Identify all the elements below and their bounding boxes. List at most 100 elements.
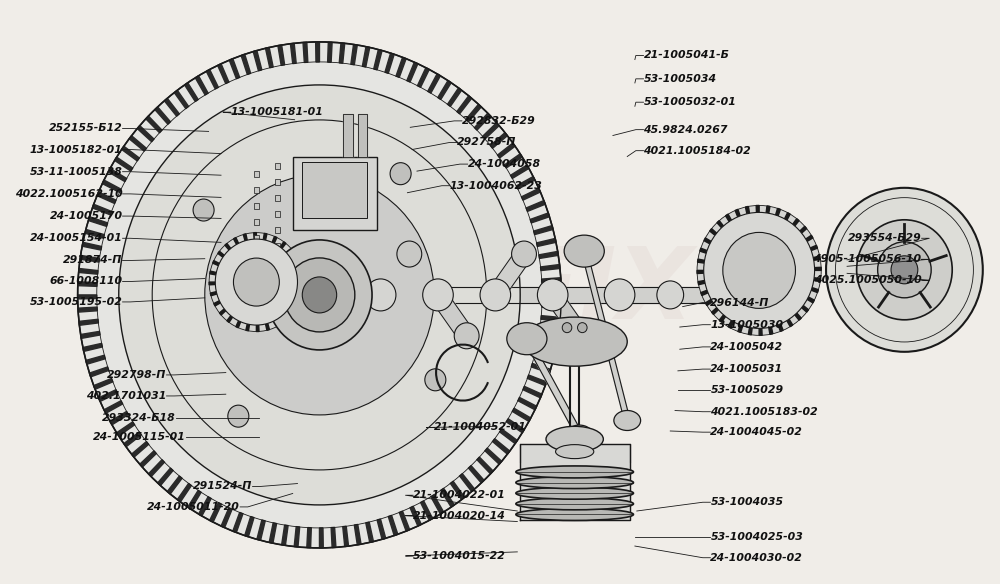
Polygon shape [280,242,286,248]
Bar [293,157,377,230]
Polygon shape [158,468,173,485]
Polygon shape [86,355,105,364]
Circle shape [826,188,983,352]
Polygon shape [234,238,239,245]
Bar [275,164,280,169]
Polygon shape [704,238,711,244]
Polygon shape [539,252,558,259]
Circle shape [302,277,337,313]
Polygon shape [155,107,170,124]
Polygon shape [221,507,232,527]
Polygon shape [297,279,304,282]
Polygon shape [246,324,250,331]
Polygon shape [289,307,295,313]
Polygon shape [735,209,740,217]
Circle shape [878,242,931,298]
Polygon shape [524,337,582,437]
Polygon shape [531,363,551,373]
Polygon shape [483,123,499,139]
Polygon shape [185,83,198,102]
Circle shape [365,279,396,311]
Ellipse shape [516,509,633,520]
Polygon shape [539,328,559,335]
Circle shape [578,322,587,333]
Polygon shape [293,298,300,304]
Polygon shape [79,319,98,325]
Text: 296144-П: 296144-П [710,297,770,308]
Text: 4021.1005183-02: 4021.1005183-02 [710,406,818,417]
Polygon shape [698,259,705,263]
Polygon shape [213,260,219,266]
Polygon shape [766,206,770,213]
Polygon shape [274,319,279,326]
Polygon shape [811,287,818,293]
Text: 24-1004058: 24-1004058 [468,159,541,169]
Polygon shape [254,232,256,239]
Polygon shape [431,495,444,514]
Circle shape [215,239,297,325]
Text: ORFIX: ORFIX [350,244,694,340]
Polygon shape [541,315,560,321]
Circle shape [537,279,568,311]
Polygon shape [80,255,100,262]
Polygon shape [490,133,507,148]
Polygon shape [287,249,293,255]
Polygon shape [438,81,451,99]
Text: 66-1008110: 66-1008110 [49,276,123,287]
Ellipse shape [516,487,633,499]
Text: 53-1005034: 53-1005034 [643,74,717,84]
Polygon shape [282,314,288,321]
Circle shape [397,241,422,267]
Text: 24-1004045-02: 24-1004045-02 [710,427,803,437]
Polygon shape [282,525,288,545]
Polygon shape [115,157,133,171]
Polygon shape [219,309,226,315]
Polygon shape [319,528,323,548]
Polygon shape [778,324,783,332]
Text: 53-1004035: 53-1004035 [710,497,784,507]
Polygon shape [466,105,481,122]
Polygon shape [485,448,502,464]
Polygon shape [146,116,162,133]
Circle shape [390,163,411,185]
Polygon shape [229,59,240,79]
Circle shape [454,323,479,349]
Polygon shape [535,352,554,360]
Polygon shape [542,304,561,308]
Polygon shape [396,57,406,78]
Polygon shape [331,527,336,548]
Polygon shape [719,315,726,322]
Polygon shape [303,42,308,62]
Polygon shape [296,269,302,273]
Circle shape [228,405,249,427]
Polygon shape [122,146,139,161]
Polygon shape [488,249,531,300]
Polygon shape [793,218,799,226]
Polygon shape [534,225,553,235]
Polygon shape [410,506,421,526]
Text: 13-1005181-01: 13-1005181-01 [231,107,323,117]
Polygon shape [339,43,345,63]
Text: 293554-Б29: 293554-Б29 [848,233,922,244]
Text: 53-1004015-22: 53-1004015-22 [413,551,506,561]
Ellipse shape [614,411,641,430]
Polygon shape [527,375,547,385]
Text: 4021.1005184-02: 4021.1005184-02 [643,145,751,156]
Text: 13-1005182-01: 13-1005182-01 [30,144,123,155]
Circle shape [604,279,635,311]
Circle shape [119,85,520,505]
Polygon shape [209,282,215,285]
Polygon shape [521,189,540,200]
Polygon shape [236,321,241,328]
Polygon shape [117,422,135,436]
Polygon shape [350,287,785,303]
Polygon shape [523,387,542,398]
Polygon shape [89,367,109,377]
Polygon shape [698,280,705,285]
Polygon shape [99,390,117,401]
Polygon shape [351,44,357,65]
Polygon shape [787,319,793,326]
Polygon shape [177,484,191,502]
Polygon shape [441,488,454,507]
Text: 21-1004052-01: 21-1004052-01 [434,422,527,433]
